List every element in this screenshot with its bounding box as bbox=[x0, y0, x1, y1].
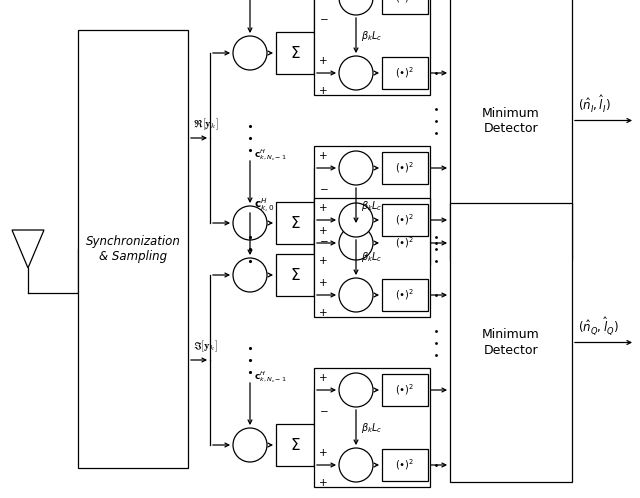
Circle shape bbox=[233, 428, 267, 462]
Circle shape bbox=[339, 448, 373, 482]
Bar bbox=[450, 203, 572, 482]
Bar bbox=[382, 449, 428, 481]
Circle shape bbox=[233, 36, 267, 70]
Text: $\Sigma$: $\Sigma$ bbox=[290, 215, 300, 231]
Text: +: + bbox=[319, 56, 328, 66]
Bar bbox=[314, 368, 430, 487]
Text: +: + bbox=[319, 203, 328, 213]
Text: $(\bullet)^2$: $(\bullet)^2$ bbox=[396, 0, 415, 5]
Circle shape bbox=[339, 203, 373, 237]
Bar bbox=[382, 279, 428, 311]
Text: +: + bbox=[319, 373, 328, 383]
Bar bbox=[276, 424, 314, 466]
Text: $\mathbf{c}_{k,0}^H$: $\mathbf{c}_{k,0}^H$ bbox=[254, 197, 275, 215]
Bar bbox=[276, 254, 314, 296]
Text: +: + bbox=[319, 226, 328, 236]
Bar bbox=[382, 152, 428, 184]
Text: $(\hat{n}_I, \hat{l}_I)$: $(\hat{n}_I, \hat{l}_I)$ bbox=[578, 94, 611, 115]
Text: $\mathfrak{I}[\mathbf{y}_k]$: $\mathfrak{I}[\mathbf{y}_k]$ bbox=[193, 339, 218, 354]
Text: Minimum
Detector: Minimum Detector bbox=[482, 107, 540, 134]
Text: $(\bullet)^2$: $(\bullet)^2$ bbox=[396, 160, 415, 175]
Text: +: + bbox=[319, 86, 328, 96]
Text: $(\bullet)^2$: $(\bullet)^2$ bbox=[396, 382, 415, 397]
Bar bbox=[314, 146, 430, 265]
Text: +: + bbox=[319, 151, 328, 161]
Text: +: + bbox=[319, 278, 328, 288]
Text: +: + bbox=[319, 256, 328, 266]
Circle shape bbox=[339, 0, 373, 15]
Text: $\mathbf{c}_{k,N_c-1}^H$: $\mathbf{c}_{k,N_c-1}^H$ bbox=[254, 369, 287, 385]
Circle shape bbox=[233, 258, 267, 292]
Bar bbox=[382, 57, 428, 89]
Bar bbox=[450, 0, 572, 260]
Text: $\mathfrak{R}[\mathbf{y}_k]$: $\mathfrak{R}[\mathbf{y}_k]$ bbox=[193, 117, 219, 132]
Text: $-$: $-$ bbox=[319, 13, 328, 23]
Circle shape bbox=[339, 278, 373, 312]
Text: Synchronization
& Sampling: Synchronization & Sampling bbox=[86, 235, 180, 263]
Text: $(\bullet)^2$: $(\bullet)^2$ bbox=[396, 66, 415, 80]
Text: $-$: $-$ bbox=[319, 183, 328, 193]
Bar bbox=[78, 30, 188, 468]
Text: Minimum
Detector: Minimum Detector bbox=[482, 329, 540, 357]
Text: $\beta_k L_c$: $\beta_k L_c$ bbox=[361, 28, 383, 42]
Text: $\Sigma$: $\Sigma$ bbox=[290, 437, 300, 453]
Text: $\beta_k L_c$: $\beta_k L_c$ bbox=[361, 250, 383, 264]
Circle shape bbox=[339, 151, 373, 185]
Bar bbox=[382, 0, 428, 14]
Circle shape bbox=[339, 226, 373, 260]
Text: $(\hat{n}_Q, \hat{l}_Q)$: $(\hat{n}_Q, \hat{l}_Q)$ bbox=[578, 315, 619, 337]
Bar bbox=[382, 204, 428, 236]
Bar bbox=[314, 0, 430, 95]
Text: $-$: $-$ bbox=[319, 235, 328, 245]
Bar bbox=[276, 32, 314, 74]
Text: $\Sigma$: $\Sigma$ bbox=[290, 45, 300, 61]
Circle shape bbox=[339, 373, 373, 407]
Text: $(\bullet)^2$: $(\bullet)^2$ bbox=[396, 288, 415, 302]
Text: $\Sigma$: $\Sigma$ bbox=[290, 267, 300, 283]
Text: $-$: $-$ bbox=[319, 405, 328, 415]
Bar bbox=[314, 198, 430, 317]
Circle shape bbox=[233, 206, 267, 240]
Text: $(\bullet)^2$: $(\bullet)^2$ bbox=[396, 458, 415, 473]
Text: +: + bbox=[319, 478, 328, 488]
Text: $\beta_k L_c$: $\beta_k L_c$ bbox=[361, 420, 383, 434]
Text: $(\bullet)^2$: $(\bullet)^2$ bbox=[396, 213, 415, 228]
Text: $(\bullet)^2$: $(\bullet)^2$ bbox=[396, 236, 415, 250]
Circle shape bbox=[339, 56, 373, 90]
Text: $\mathbf{c}_{k,N_c-1}^H$: $\mathbf{c}_{k,N_c-1}^H$ bbox=[254, 147, 287, 163]
Text: +: + bbox=[319, 308, 328, 318]
Text: +: + bbox=[319, 448, 328, 458]
Bar bbox=[382, 227, 428, 259]
Bar bbox=[382, 374, 428, 406]
Text: $\beta_k L_c$: $\beta_k L_c$ bbox=[361, 199, 383, 213]
Bar bbox=[276, 202, 314, 244]
